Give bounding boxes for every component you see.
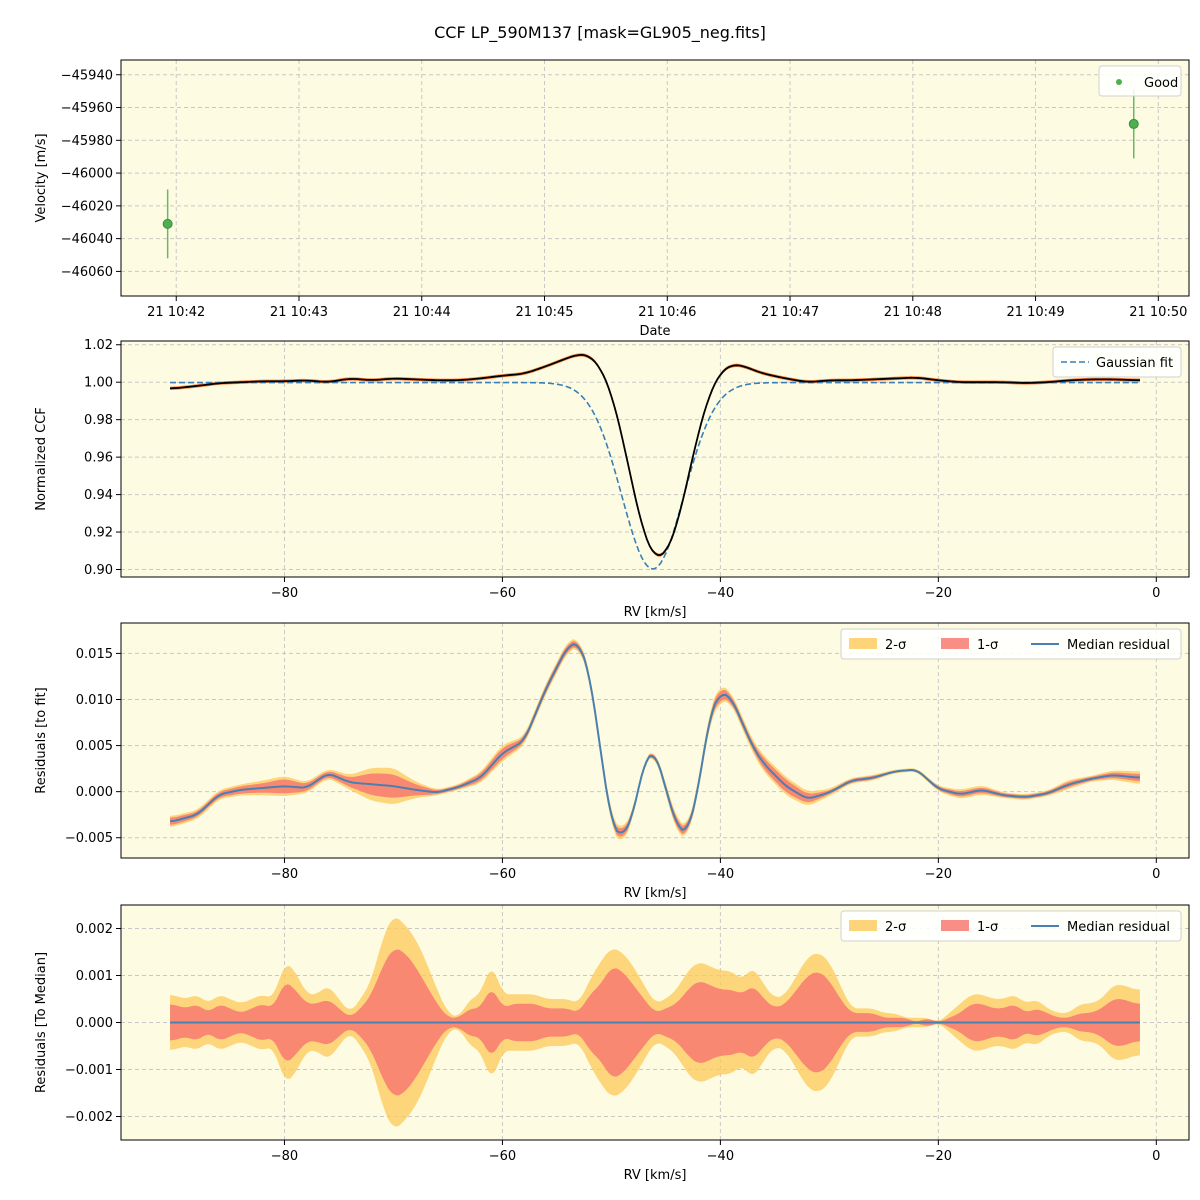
y-tick-label: 0.015 bbox=[76, 647, 113, 662]
x-tick-label: −80 bbox=[271, 586, 298, 601]
x-tick-label: 21 10:42 bbox=[147, 305, 205, 320]
legend-label: Gaussian fit bbox=[1096, 356, 1173, 371]
y-tick-label: 0.96 bbox=[84, 451, 113, 466]
y-tick-label: −46040 bbox=[61, 232, 113, 247]
x-tick-label: −20 bbox=[925, 867, 952, 882]
y-tick-label: 0.92 bbox=[84, 526, 113, 541]
y-tick-label: 0.000 bbox=[76, 785, 113, 800]
legend-label: Median residual bbox=[1067, 920, 1170, 935]
x-tick-label: −20 bbox=[925, 586, 952, 601]
figure-title: CCF LP_590M137 [mask=GL905_neg.fits] bbox=[434, 23, 766, 43]
x-tick-label: −80 bbox=[271, 867, 298, 882]
legend-swatch-two-sigma bbox=[849, 638, 877, 649]
gaussian-fit-line bbox=[170, 381, 1140, 570]
y-tick-label: 0.000 bbox=[76, 1016, 113, 1031]
legend-label: 2-σ bbox=[885, 920, 906, 935]
x-tick-label: 0 bbox=[1152, 586, 1160, 601]
y-axis-label: Residuals [to fit] bbox=[34, 687, 49, 793]
legend-label: 1-σ bbox=[977, 920, 998, 935]
legend-box bbox=[840, 628, 1182, 660]
y-tick-label: −0.001 bbox=[65, 1063, 113, 1078]
residuals-to-median-panel: −80 −60 −40 −20 0 −0.002 −0.001 0.000 0.001 0.002… bbox=[34, 904, 1190, 1183]
y-tick-label: 0.90 bbox=[84, 563, 113, 578]
legend-box bbox=[1098, 65, 1182, 97]
legend-swatch-two-sigma bbox=[849, 920, 877, 931]
ccf-line bbox=[169, 353, 1140, 556]
legend-label: Median residual bbox=[1067, 638, 1170, 653]
legend-label: 2-σ bbox=[885, 638, 906, 653]
x-tick-label: 21 10:45 bbox=[515, 305, 573, 320]
ccf-panel: −80 −60 −40 −20 0 0.90 0.92 0.94 0.96 0.98 1.00 1.0… bbox=[34, 338, 1190, 620]
y-tick-label: −45940 bbox=[61, 68, 113, 83]
data-point bbox=[1128, 118, 1139, 129]
x-axis-label: RV [km/s] bbox=[624, 1168, 687, 1183]
y-tick-label: −0.002 bbox=[65, 1110, 113, 1125]
y-axis-label: Normalized CCF bbox=[34, 407, 49, 511]
legend-box bbox=[1052, 346, 1182, 378]
y-tick-label: 0.001 bbox=[76, 969, 113, 984]
x-tick-label: 21 10:47 bbox=[761, 305, 819, 320]
y-tick-label: −45980 bbox=[61, 134, 113, 149]
y-tick-label: 1.00 bbox=[84, 376, 113, 391]
x-tick-label: 21 10:43 bbox=[270, 305, 328, 320]
y-tick-label: 0.98 bbox=[84, 413, 113, 428]
legend-label: 1-σ bbox=[977, 638, 998, 653]
one-sigma-band bbox=[170, 640, 1140, 837]
y-tick-label: 0.002 bbox=[76, 922, 113, 937]
x-tick-label: −40 bbox=[707, 1149, 734, 1164]
x-tick-label: 21 10:44 bbox=[393, 305, 451, 320]
y-tick-label: −46020 bbox=[61, 199, 113, 214]
y-tick-label: −46000 bbox=[61, 167, 113, 182]
x-tick-label: −80 bbox=[271, 1149, 298, 1164]
x-tick-label: −40 bbox=[707, 586, 734, 601]
x-tick-label: −60 bbox=[489, 1149, 516, 1164]
axes-frame bbox=[120, 622, 1190, 859]
x-axis-label: RV [km/s] bbox=[624, 886, 687, 901]
legend-swatch-one-sigma bbox=[941, 638, 969, 649]
legend-label: Good bbox=[1144, 76, 1178, 91]
y-tick-label: −46060 bbox=[61, 265, 113, 280]
y-tick-label: 0.005 bbox=[76, 739, 113, 754]
y-tick-label: 0.94 bbox=[84, 488, 113, 503]
y-tick-label: 0.010 bbox=[76, 693, 113, 708]
y-tick-label: −0.005 bbox=[65, 831, 113, 846]
axes-frame bbox=[120, 340, 1190, 578]
x-tick-label: −40 bbox=[707, 867, 734, 882]
legend-marker bbox=[1116, 79, 1122, 85]
velocity-panel: 21 10:42 21 10:43 21 10:44 21 10:45 21 10:46… bbox=[34, 59, 1190, 339]
axes-frame bbox=[120, 59, 1190, 297]
plot-area bbox=[121, 623, 1189, 858]
x-axis-label: RV [km/s] bbox=[624, 605, 687, 620]
x-tick-label: 21 10:46 bbox=[638, 305, 696, 320]
plot-area bbox=[121, 341, 1189, 577]
x-tick-label: 0 bbox=[1152, 1149, 1160, 1164]
y-tick-label: −45960 bbox=[61, 101, 113, 116]
y-axis-label: Residuals [To Median] bbox=[34, 952, 49, 1093]
plot-area bbox=[121, 60, 1189, 296]
x-axis-label: Date bbox=[639, 324, 670, 339]
legend-swatch-one-sigma bbox=[941, 920, 969, 931]
median-residual-line bbox=[169, 643, 1141, 834]
x-tick-label: 21 10:49 bbox=[1006, 305, 1064, 320]
x-tick-label: −20 bbox=[925, 1149, 952, 1164]
x-tick-label: 21 10:50 bbox=[1129, 305, 1187, 320]
x-tick-label: −60 bbox=[489, 867, 516, 882]
data-point bbox=[162, 218, 173, 229]
residuals-to-fit-panel: −80 −60 −40 −20 0 −0.005 0.000 0.005 0.010 0.015 R… bbox=[34, 622, 1190, 901]
axes-frame bbox=[120, 904, 1190, 1141]
x-tick-label: −60 bbox=[489, 586, 516, 601]
y-axis-label: Velocity [m/s] bbox=[34, 133, 49, 222]
x-tick-label: 21 10:48 bbox=[884, 305, 942, 320]
x-tick-label: 0 bbox=[1152, 867, 1160, 882]
legend-box bbox=[840, 910, 1182, 942]
y-tick-label: 1.02 bbox=[84, 338, 113, 353]
